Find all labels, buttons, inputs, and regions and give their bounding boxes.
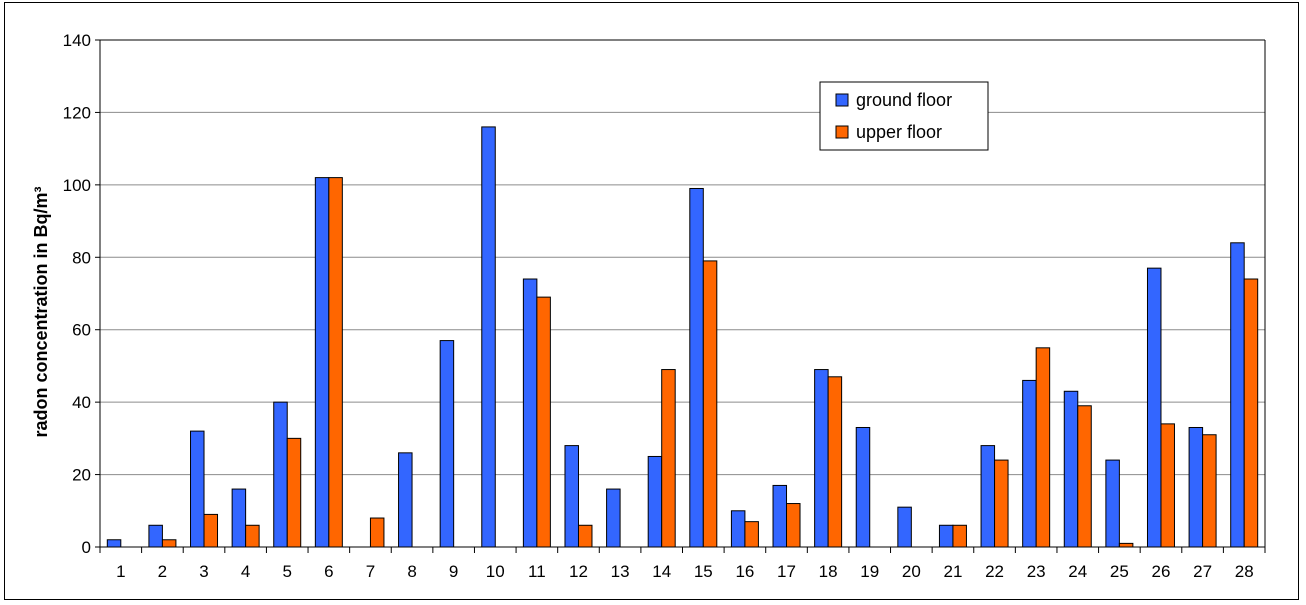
bar-ground-floor-6 — [314, 177, 330, 548]
bar-upper-floor-24 — [1077, 405, 1092, 548]
x-tick-label: 26 — [1152, 562, 1171, 581]
y-tick-label: 80 — [72, 248, 91, 267]
bar-upper-floor-4 — [245, 524, 260, 548]
x-tick-label: 11 — [528, 562, 546, 581]
bar-upper-floor-23 — [1035, 347, 1051, 548]
bar-upper-floor-14 — [661, 369, 676, 548]
x-tick-label: 1 — [116, 562, 125, 581]
bar-ground-floor-10 — [481, 126, 496, 548]
bar-ground-floor-17 — [772, 484, 788, 548]
bar-ground-floor-2 — [148, 524, 163, 548]
x-tick-label: 4 — [241, 562, 250, 581]
bar-ground-floor-21 — [938, 524, 954, 548]
legend-swatch-upper-floor — [835, 125, 849, 139]
bar-upper-floor-6 — [328, 177, 343, 548]
x-tick-label: 22 — [985, 562, 1004, 581]
x-tick-label: 19 — [860, 562, 879, 581]
x-tick-label: 18 — [819, 562, 838, 581]
x-tick-label: 12 — [569, 562, 588, 581]
y-tick-label: 100 — [63, 176, 91, 195]
bar-ground-floor-12 — [564, 445, 579, 548]
bar-upper-floor-16 — [744, 521, 759, 548]
bar-ground-floor-26 — [1146, 267, 1162, 548]
bar-ground-floor-27 — [1188, 426, 1204, 548]
y-tick-label: 40 — [72, 393, 91, 412]
y-tick-label: 20 — [72, 466, 91, 485]
bar-upper-floor-21 — [952, 524, 967, 548]
bar-ground-floor-9 — [439, 340, 455, 548]
bar-upper-floor-18 — [827, 376, 843, 548]
x-tick-label: 15 — [694, 562, 713, 581]
bar-ground-floor-19 — [855, 426, 871, 548]
x-tick-label: 14 — [652, 562, 671, 581]
x-tick-label: 21 — [943, 562, 962, 581]
x-tick-labels: 1 2 3 4 5 6 7 8 9 10 11 12 13 14 15 16 17 18 19 20 21 22 23 24 2… — [116, 562, 1254, 581]
bar-ground-floor-14 — [647, 455, 663, 548]
x-tick-label: 9 — [449, 562, 458, 581]
bar-ground-floor-13 — [606, 488, 621, 548]
legend-label-upper-floor: upper floor — [856, 122, 942, 142]
x-tick-label: 8 — [407, 562, 416, 581]
bar-upper-floor-15 — [702, 260, 718, 548]
y-tick-label: 60 — [72, 321, 91, 340]
x-tick-label: 7 — [366, 562, 375, 581]
x-tick-label: 16 — [735, 562, 754, 581]
bar-ground-floor-8 — [398, 452, 413, 548]
x-tick-label: 28 — [1235, 562, 1254, 581]
x-tick-label: 17 — [777, 562, 796, 581]
y-tick-label: 140 — [63, 31, 91, 50]
bar-ground-floor-28 — [1230, 242, 1245, 548]
bar-ground-floor-22 — [980, 445, 996, 548]
y-axis-label: radon concentration in Bq/m³ — [31, 186, 51, 437]
x-tick-label: 5 — [282, 562, 291, 581]
bar-ground-floor-15 — [689, 187, 704, 548]
bar-upper-floor-17 — [786, 503, 801, 548]
bars — [106, 126, 1259, 548]
y-tick-label: 120 — [63, 103, 91, 122]
x-tick-label: 25 — [1110, 562, 1129, 581]
bar-upper-floor-27 — [1202, 434, 1217, 548]
bar-upper-floor-2 — [161, 539, 177, 548]
legend-label-ground-floor: ground floor — [856, 90, 952, 110]
x-tick-label: 27 — [1193, 562, 1212, 581]
bar-ground-floor-20 — [897, 506, 912, 548]
bar-ground-floor-4 — [231, 488, 247, 548]
bar-upper-floor-3 — [203, 513, 219, 548]
x-tick-label: 13 — [611, 562, 630, 581]
x-tick-label: 20 — [902, 562, 921, 581]
bar-upper-floor-5 — [286, 437, 302, 548]
x-tick-label: 10 — [486, 562, 505, 581]
x-tick-label: 23 — [1027, 562, 1046, 581]
bar-ground-floor-24 — [1063, 390, 1079, 548]
x-tick-label: 3 — [199, 562, 208, 581]
bar-upper-floor-7 — [369, 517, 385, 548]
bar-ground-floor-16 — [730, 510, 746, 548]
x-tick-label: 6 — [324, 562, 333, 581]
bar-ground-floor-3 — [190, 430, 205, 548]
bar-ground-floor-5 — [273, 401, 288, 548]
y-tick-labels: 0 20 40 60 80 100 120 140 — [63, 31, 91, 557]
legend-swatch-ground-floor — [835, 93, 849, 107]
bar-upper-floor-11 — [536, 296, 551, 548]
x-tick-label: 24 — [1068, 562, 1087, 581]
bar-upper-floor-28 — [1243, 278, 1259, 548]
bar-ground-floor-25 — [1105, 459, 1120, 548]
legend-box — [819, 81, 989, 151]
x-tick-label: 2 — [158, 562, 167, 581]
legend: ground floor upper floor — [819, 81, 989, 151]
bar-upper-floor-22 — [994, 459, 1009, 548]
bar-ground-floor-11 — [522, 278, 538, 548]
axes — [95, 39, 1266, 553]
bar-upper-floor-12 — [577, 524, 593, 548]
bar-ground-floor-18 — [814, 369, 829, 548]
bar-ground-floor-23 — [1022, 379, 1037, 548]
bar-ground-floor-1 — [106, 539, 122, 548]
bar-upper-floor-25 — [1118, 542, 1134, 548]
bar-upper-floor-26 — [1160, 423, 1175, 548]
y-tick-label: 0 — [82, 538, 91, 557]
